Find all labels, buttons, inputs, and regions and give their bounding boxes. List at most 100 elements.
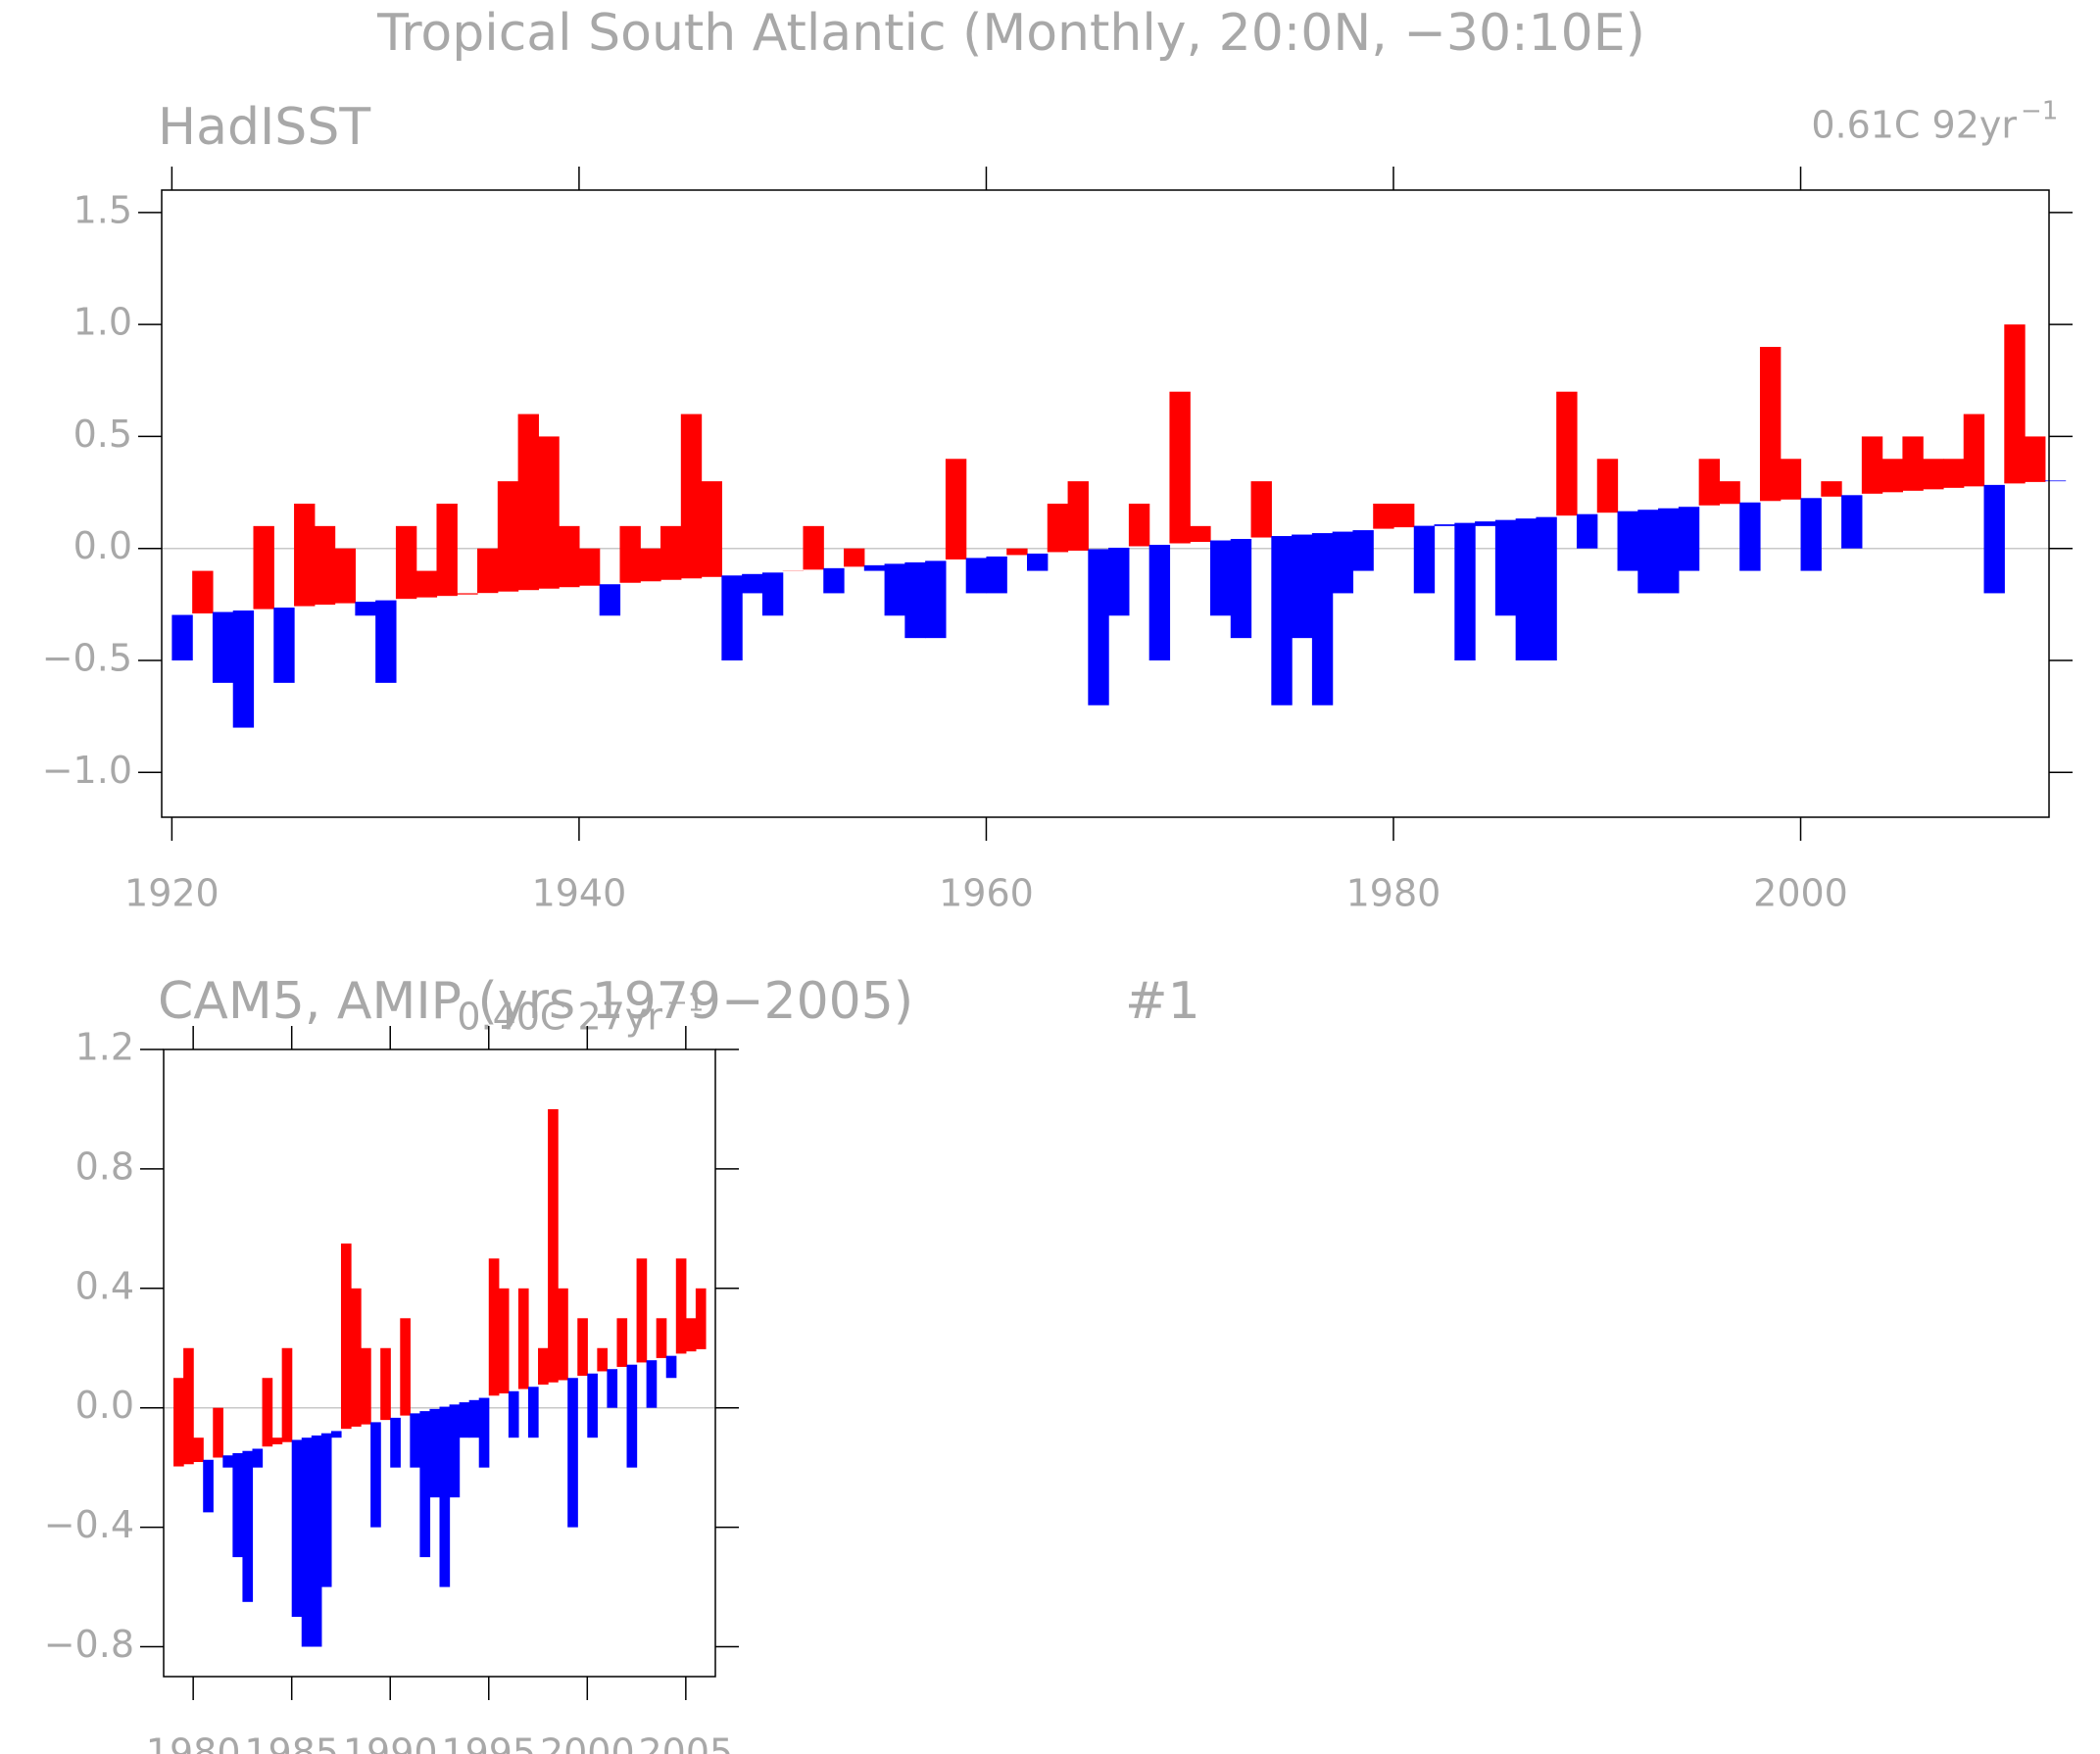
anomaly-bar: [1881, 459, 1904, 493]
anomaly-bar: [232, 1452, 244, 1558]
anomaly-bar: [439, 1406, 451, 1587]
anomaly-bar: [1230, 539, 1252, 639]
anomaly-bar: [334, 548, 356, 604]
trend-label-exponent: −1: [2021, 97, 2058, 126]
anomaly-bar: [742, 573, 763, 594]
anomaly-bar: [449, 1404, 461, 1498]
x-tick-label: 1980: [1346, 872, 1441, 915]
anomaly-bar: [1780, 459, 1802, 500]
run-label: #1: [1125, 972, 1200, 1031]
anomaly-bar: [193, 1437, 204, 1463]
anomaly-bar: [1963, 414, 1985, 487]
y-tick-label: 0.0: [73, 524, 132, 567]
anomaly-bar: [203, 1459, 214, 1513]
anomaly-bar: [1536, 516, 1557, 660]
anomaly-bar: [548, 1108, 559, 1383]
anomaly-bar: [1494, 519, 1517, 616]
x-tick-label: 1940: [532, 872, 627, 915]
anomaly-bar: [1719, 481, 1740, 505]
trend-label: 0.61C 92yr: [1811, 104, 2017, 147]
y-tick-label: 0.4: [75, 1264, 134, 1307]
anomaly-bar: [823, 567, 845, 594]
anomaly-bar: [253, 525, 274, 609]
anomaly-bar: [1902, 436, 1924, 491]
anomaly-bar: [320, 1433, 332, 1587]
anomaly-bar: [1596, 459, 1619, 513]
anomaly-bar: [468, 1399, 480, 1438]
anomaly-bar: [1210, 540, 1232, 616]
anomaly-bar: [884, 563, 905, 616]
x-tick-label: 1985: [244, 1731, 339, 1754]
anomaly-bar: [415, 570, 438, 598]
anomaly-bar: [1434, 524, 1455, 526]
plot-frame: [163, 1048, 716, 1678]
anomaly-bar: [294, 504, 316, 607]
anomaly-bar: [192, 570, 214, 614]
anomaly-bar: [436, 504, 458, 597]
anomaly-bar: [395, 525, 417, 600]
anomaly-bar: [508, 1390, 519, 1438]
anomaly-bar: [701, 481, 722, 577]
anomaly-bar: [212, 611, 234, 683]
anomaly-bar: [242, 1450, 254, 1602]
anomaly-bar: [262, 1378, 273, 1447]
anomaly-bar: [945, 459, 967, 560]
y-tick-label: 1.2: [75, 1026, 134, 1069]
x-tick-label: 1920: [124, 872, 220, 915]
anomaly-bar: [558, 1288, 568, 1381]
panel-title: CAM5, AMIP (yrs 1979−2005): [158, 972, 913, 1031]
anomaly-bar: [538, 1347, 549, 1386]
anomaly-bar: [1576, 513, 1598, 549]
anomaly-bar: [281, 1347, 293, 1442]
anomaly-bar: [1088, 549, 1109, 706]
anomaly-bar: [252, 1448, 264, 1468]
anomaly-bar: [559, 525, 580, 588]
anomaly-bar: [1658, 508, 1680, 594]
anomaly-bar: [2004, 324, 2026, 484]
anomaly-bar: [477, 548, 499, 594]
x-tick-label: 2005: [638, 1731, 733, 1754]
anomaly-bar: [311, 1435, 322, 1647]
anomaly-bar: [680, 414, 703, 579]
anomaly-bar: [577, 1318, 588, 1376]
anomaly-bar: [340, 1243, 352, 1430]
anomaly-bar: [1271, 536, 1293, 706]
anomaly-bar: [400, 1318, 411, 1416]
anomaly-bar: [1148, 544, 1171, 660]
y-tick-label: −0.8: [44, 1623, 134, 1666]
anomaly-bar: [1515, 518, 1538, 660]
panel-title: HadISST: [158, 98, 370, 157]
anomaly-bar: [538, 436, 560, 589]
anomaly-bar: [355, 602, 376, 616]
anomaly-bar: [619, 525, 641, 583]
anomaly-bar: [1006, 548, 1028, 556]
anomaly-bar: [1108, 547, 1130, 616]
anomaly-bar: [1190, 525, 1211, 543]
anomaly-bar: [599, 584, 621, 616]
anomaly-bar: [567, 1378, 578, 1528]
anomaly-bar: [721, 575, 743, 660]
anomaly-bar: [527, 1387, 539, 1438]
anomaly-bar: [1454, 522, 1476, 660]
anomaly-bar: [1373, 504, 1394, 529]
anomaly-bar: [1352, 530, 1374, 571]
anomaly-bar: [330, 1431, 342, 1438]
x-tick-label: 1960: [939, 872, 1034, 915]
plot-frame: [161, 189, 2050, 818]
anomaly-bar: [1250, 481, 1272, 538]
anomaly-bar: [695, 1288, 707, 1349]
anomaly-bar: [646, 1360, 658, 1408]
anomaly-bar: [1923, 459, 1944, 490]
anomaly-bar: [1821, 481, 1842, 497]
x-tick-label: 1990: [343, 1731, 438, 1754]
anomaly-bar: [213, 1407, 223, 1458]
anomaly-bar: [1047, 504, 1069, 553]
anomaly-bar: [222, 1455, 233, 1468]
x-tick-label: 2000: [540, 1731, 635, 1754]
chart-title: Tropical South Atlantic (Monthly, 20:0N,…: [376, 4, 1645, 63]
anomaly-bar: [587, 1373, 598, 1438]
anomaly-bar: [607, 1369, 618, 1408]
anomaly-bar: [1475, 521, 1496, 526]
